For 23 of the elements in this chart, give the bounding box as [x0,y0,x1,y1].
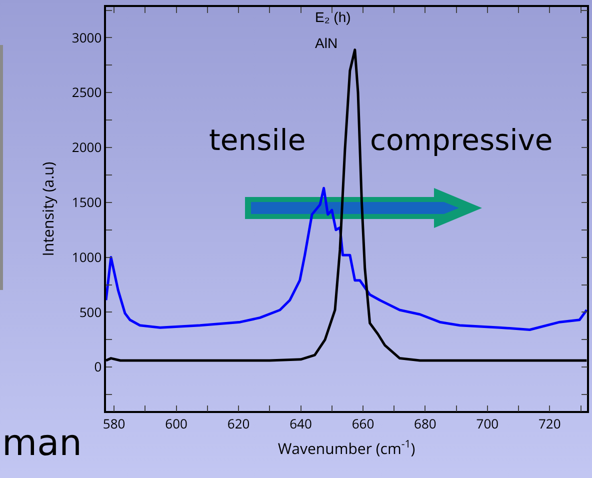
y-tick-label: 2500 [72,83,102,102]
x-tick-label: 700 [476,414,499,432]
y-tick-label: 500 [79,302,102,321]
y-axis-title: Intensity (a.u) [38,162,59,256]
y-tick-label: 3000 [72,28,102,46]
y-tick-label: 1000 [72,248,102,266]
y-tick-label: 2000 [72,138,102,156]
annotation: tensile [209,123,306,157]
x-tick-label: 600 [165,414,188,432]
y-tick-label: 0 [94,358,102,376]
x-tick-label: 680 [414,414,436,432]
x-tick-label: 660 [352,414,374,432]
line-series [106,186,587,332]
text: man [2,423,82,464]
x-tick-label: 640 [290,414,312,432]
x-tick-label: 580 [102,414,126,432]
x-tick-label: 620 [227,414,250,432]
annotation: compressive [370,123,553,157]
y-tick-label: 1500 [72,192,102,211]
x-axis-title: Wavenumber (cm$^{-1}$) [278,438,416,459]
x-tick-label: 720 [538,414,561,432]
annotation: AlN [315,35,338,51]
annotation: E₂ (h) [315,9,351,25]
